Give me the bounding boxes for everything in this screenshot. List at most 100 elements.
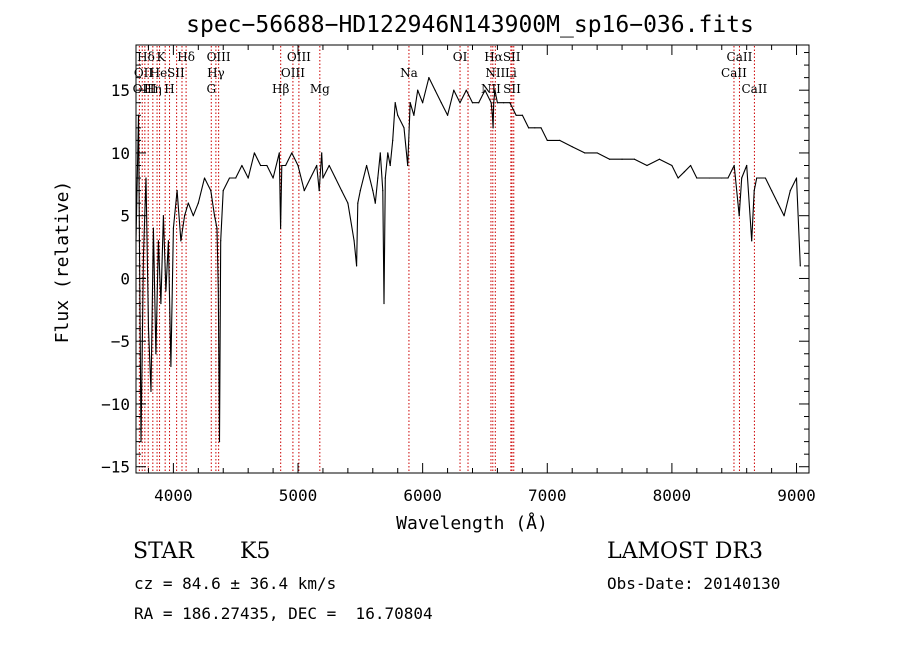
spectral-line-label: OIII <box>281 66 305 80</box>
spectrum-point <box>417 89 419 91</box>
spectrum-point <box>184 215 186 217</box>
spectrum-point <box>496 102 499 104</box>
spectrum-point <box>540 127 542 129</box>
spectrum-point <box>197 202 199 204</box>
spectral-line-label: Na <box>400 66 418 80</box>
spectral-line-label: OIII <box>133 82 157 96</box>
x-axis-label: Wavelength (Å) <box>396 512 548 534</box>
spectrum-point <box>228 177 231 179</box>
spectrum-point <box>546 139 548 141</box>
spectrum-point <box>247 177 249 179</box>
spectrum-point <box>465 89 467 91</box>
spectrum-point <box>160 302 162 305</box>
spectrum-point <box>515 114 517 116</box>
spectrum-point <box>397 114 399 116</box>
spectrum-point <box>621 158 623 160</box>
spectral-line-label: OII <box>134 66 154 80</box>
spectrum-point <box>683 171 685 173</box>
spectrum-point <box>492 127 494 129</box>
spectrum-point <box>753 189 755 192</box>
y-tick-label: −15 <box>101 458 130 477</box>
spectrum-point <box>379 152 381 154</box>
spectrum-point <box>303 189 305 192</box>
spectral-line-label: CaII <box>727 50 753 64</box>
spectrum-point <box>407 164 409 167</box>
spectrum-point <box>213 215 216 217</box>
spectral-line-label: He <box>150 66 168 80</box>
spectral-line-label: SII <box>503 82 521 96</box>
y-tick-label: −5 <box>111 332 130 351</box>
spectral-line-label: Hδ <box>137 50 155 64</box>
x-axis-ticks: 4000 5000 6000 7000 8000 9000 <box>147 45 816 505</box>
spectrum-point <box>176 189 178 192</box>
y-tick-label: −10 <box>101 395 130 414</box>
spectrum-point <box>170 365 172 367</box>
spectrum-point <box>241 164 243 167</box>
spectrum-point <box>440 102 442 104</box>
spectrum-point <box>180 240 182 242</box>
spectrum-point <box>596 152 598 154</box>
plot-frame <box>135 44 810 474</box>
survey-name: LAMOST DR3 <box>607 539 763 564</box>
spectrum-point <box>341 189 343 192</box>
spectrum-point <box>756 177 758 179</box>
spectral-line-label: SII <box>167 66 185 80</box>
spectrum-point <box>172 227 174 229</box>
spectrum-point <box>527 127 530 129</box>
spectrum-point <box>384 177 386 179</box>
spectrum-point <box>491 114 494 116</box>
spectrum-point <box>235 177 237 179</box>
spectrum-point <box>490 102 492 104</box>
spectrum-point <box>559 139 561 141</box>
spectral-line-label: OIII <box>207 50 231 64</box>
spectrum-point <box>318 189 320 192</box>
spectrum-point <box>278 152 280 154</box>
spectrum-point <box>365 164 368 167</box>
spectrum-point <box>509 102 511 104</box>
spectral-line-label: OI <box>453 50 468 64</box>
spectrum-point <box>789 189 791 192</box>
spectrum-point <box>746 164 748 167</box>
spectrum-point <box>377 177 379 179</box>
spectrum-point <box>216 227 218 229</box>
spectrum-point <box>671 164 673 167</box>
spectrum-point <box>493 102 495 104</box>
spectrum-point <box>389 164 391 167</box>
spectrum-point <box>799 265 801 267</box>
spectrum-point <box>355 265 358 267</box>
spectrum-point <box>260 164 262 167</box>
y-tick-label: 15 <box>111 81 130 100</box>
spectral-line-label: NII <box>485 66 505 80</box>
spectrum-point <box>434 89 436 91</box>
spectrum-point <box>534 127 536 129</box>
spectrum-point <box>284 164 287 167</box>
spectrum-point <box>494 89 496 91</box>
spectrum-point <box>150 390 152 393</box>
spectrum-point <box>374 202 376 204</box>
spectrum-point <box>584 152 586 154</box>
spectrum-point <box>253 152 255 154</box>
spectrum-point <box>727 177 729 179</box>
spectrum-point <box>646 164 648 167</box>
spectrum-point <box>279 227 282 229</box>
spectral-line-label: G <box>206 82 216 96</box>
spectrum-point <box>220 240 222 242</box>
x-tick-label: 5000 <box>279 486 318 505</box>
spectrum-point <box>413 114 415 116</box>
spectrum-point <box>696 177 698 179</box>
spectrum-point <box>353 240 355 242</box>
spectral-line-label: K <box>156 50 166 64</box>
spectrum-point <box>677 177 679 179</box>
spectrum-point <box>155 353 157 355</box>
spectral-line-label: Hγ <box>207 66 225 80</box>
spectrum-point <box>503 102 505 104</box>
spectrum-point <box>272 177 274 179</box>
spectral-line-label: OIII <box>287 50 311 64</box>
spectrum-point <box>357 202 359 204</box>
spectrum-point <box>157 240 160 242</box>
spectrum-point <box>403 127 405 129</box>
spectrum-point <box>322 177 324 179</box>
spectral-line-label: Hδ <box>177 50 195 64</box>
spectrum-point <box>409 102 411 104</box>
